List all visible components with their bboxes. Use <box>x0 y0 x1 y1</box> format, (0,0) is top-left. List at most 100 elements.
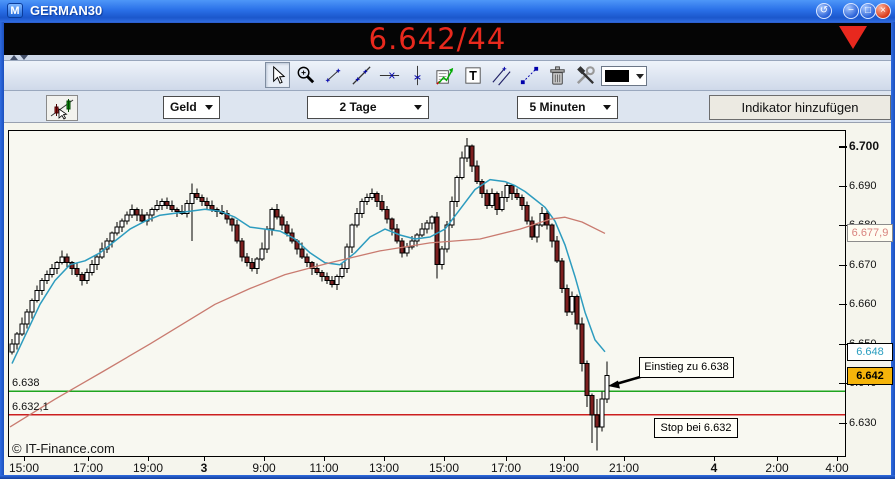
stop-annotation[interactable]: Stop bei 6.632 <box>654 418 738 438</box>
time-tick <box>324 457 325 461</box>
chart-style-button[interactable] <box>46 95 78 121</box>
time-tick <box>564 457 565 461</box>
time-axis-label: 3 <box>200 461 208 475</box>
price-tick <box>839 422 847 424</box>
chevron-down-icon <box>603 105 611 110</box>
collapse-strip[interactable] <box>4 55 891 61</box>
time-axis-label: 9:00 <box>252 461 276 475</box>
timeframe-value: 5 Minuten <box>529 100 586 114</box>
price-tick <box>839 383 847 385</box>
text-tool-icon: T <box>465 67 481 84</box>
price-axis-label: 6.690 <box>849 179 877 192</box>
current-color-chip <box>605 70 629 82</box>
price-tick <box>839 185 847 187</box>
trendline-tool-button[interactable] <box>349 62 374 88</box>
price-axis-label: 6.700 <box>849 139 880 153</box>
bid-ask-price: 6.642/44 <box>368 22 507 56</box>
time-axis-label: 2:00 <box>765 461 789 475</box>
chart-svg[interactable] <box>8 130 846 458</box>
price-axis-label: 6.660 <box>849 298 877 311</box>
time-tick <box>204 457 205 461</box>
price-axis-label: 6.630 <box>849 416 877 429</box>
add-indicator-button[interactable]: Indikator hinzufügen <box>709 95 891 120</box>
tool-buttons: T <box>265 62 647 88</box>
price-tick <box>839 225 847 227</box>
segment-tool-icon <box>325 68 341 83</box>
cyan-price-marker: 6.648 <box>847 342 893 361</box>
pink-price-marker: 6.677,9 <box>847 224 893 243</box>
time-axis-label: 15:00 <box>428 461 460 475</box>
time-axis-label: 17:00 <box>490 461 522 475</box>
entry-annotation[interactable]: Einstieg zu 6.638 <box>639 357 734 378</box>
cursor-tool-icon <box>273 65 286 84</box>
tools-settings-tool-button[interactable] <box>573 62 598 88</box>
chart-controls-row: Geld 2 Tage 5 Minuten Indikator hinzufüg… <box>4 91 891 123</box>
chevron-down-icon <box>414 105 422 110</box>
price-tick <box>839 343 847 345</box>
restore-button[interactable]: ↺ <box>816 3 832 19</box>
price-axis-label: 6.670 <box>849 258 877 271</box>
minimize-button[interactable]: − <box>843 3 859 19</box>
chart-area[interactable]: © IT-Finance.com Einstieg zu 6.638 Stop … <box>4 123 893 475</box>
color-picker-dropdown[interactable] <box>601 66 647 86</box>
title-bar[interactable]: M GERMAN30 ↺ − □ × <box>0 0 895 22</box>
maximize-button[interactable]: □ <box>860 3 876 19</box>
time-axis-label: 21:00 <box>608 461 640 475</box>
indicator-builder-tool-button[interactable] <box>433 62 458 88</box>
time-axis-label: 11:00 <box>309 461 339 475</box>
time-tick <box>384 457 385 461</box>
time-tick <box>88 457 89 461</box>
time-tick <box>264 457 265 461</box>
cursor-tool-button[interactable] <box>265 62 290 88</box>
vertical-line-tool-icon <box>414 65 421 86</box>
chevron-down-icon <box>636 73 644 79</box>
plot-border <box>8 130 846 457</box>
time-tick <box>624 457 625 461</box>
horizontal-line-tool-button[interactable] <box>377 62 402 88</box>
delete-tool-icon <box>550 66 565 85</box>
price-type-select[interactable]: Geld <box>163 96 220 119</box>
zoom-in-tool-button[interactable] <box>293 62 318 88</box>
segment-tool-button[interactable] <box>321 62 346 88</box>
time-tick <box>506 457 507 461</box>
time-tick <box>777 457 778 461</box>
orange-price-marker: 6.642 <box>847 366 893 385</box>
window-border-bottom <box>0 475 895 479</box>
time-axis-label: 4 <box>710 461 718 475</box>
parallel-channel-tool-button[interactable] <box>489 62 514 88</box>
vertical-line-tool-button[interactable] <box>405 62 430 88</box>
window-border-left <box>0 22 4 479</box>
horizontal-line-tool-icon <box>379 72 400 79</box>
collapse-down-icon[interactable] <box>20 55 28 60</box>
delete-tool-button[interactable] <box>545 62 570 88</box>
price-tick <box>839 146 847 148</box>
time-tick <box>148 457 149 461</box>
watermark: © IT-Finance.com <box>12 441 115 456</box>
close-button[interactable]: × <box>875 3 891 19</box>
app-logo-icon: M <box>7 3 23 18</box>
zoom-in-tool-icon <box>297 66 315 84</box>
svg-text:T: T <box>469 69 477 83</box>
chevron-down-icon <box>205 105 213 110</box>
window-title: GERMAN30 <box>30 3 103 18</box>
trendline-tool-icon <box>352 66 371 85</box>
red-down-triangle-icon <box>839 26 867 49</box>
time-axis-label: 4:00 <box>825 461 849 475</box>
window-border-right <box>891 22 895 479</box>
range-select[interactable]: 2 Tage <box>307 96 429 119</box>
time-tick <box>714 457 715 461</box>
text-tool-button[interactable]: T <box>461 62 486 88</box>
time-tick <box>24 457 25 461</box>
tools-settings-tool-icon <box>576 66 595 85</box>
collapse-up-icon[interactable] <box>10 55 18 60</box>
time-tick <box>444 457 445 461</box>
timeframe-select[interactable]: 5 Minuten <box>517 96 618 119</box>
range-value: 2 Tage <box>339 100 377 114</box>
dotted-line-tool-button[interactable] <box>517 62 542 88</box>
hline-price-label: 6.632,1 <box>12 400 49 413</box>
drawing-toolbar: T <box>4 61 891 91</box>
time-tick <box>837 457 838 461</box>
price-tick <box>839 264 847 266</box>
time-axis-label: 13:00 <box>368 461 400 475</box>
